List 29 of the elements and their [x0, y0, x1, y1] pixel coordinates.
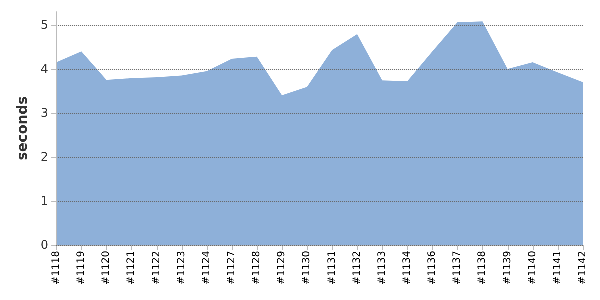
x-tick-label: #1133	[376, 251, 388, 285]
x-tick-label: #1118	[51, 251, 62, 285]
x-tick-label: #1142	[578, 251, 588, 285]
x-tick-label: #1136	[427, 251, 438, 285]
x-tick-label: #1129	[276, 251, 288, 285]
x-tick-label: #1120	[101, 251, 112, 285]
y-tick-label: 0	[40, 238, 49, 252]
y-tick-label: 3	[40, 106, 49, 120]
x-tick-label: #1140	[527, 251, 538, 285]
x-tick-label: #1141	[552, 251, 564, 285]
x-tick-label: #1127	[226, 251, 238, 285]
x-tick-label: #1132	[352, 251, 363, 285]
x-tick-label: #1131	[326, 251, 338, 285]
x-tick-label: #1134	[402, 251, 414, 285]
x-tick-label: #1137	[452, 251, 464, 285]
x-tick-label: #1139	[502, 251, 514, 285]
y-tick-label: 2	[40, 150, 49, 164]
x-tick-label: #1121	[126, 251, 138, 285]
y-tick-label: 1	[40, 194, 49, 208]
y-tick-label: 5	[40, 18, 49, 32]
x-tick-label: #1124	[201, 251, 212, 285]
x-tick-label: #1128	[252, 251, 263, 285]
x-tick-label: #1122	[151, 251, 162, 285]
x-tick-label: #1130	[302, 251, 313, 285]
y-tick-label: 4	[40, 62, 49, 76]
x-tick-label: #1119	[76, 251, 88, 285]
x-tick-label: #1138	[477, 251, 488, 285]
x-tick-label: #1123	[176, 251, 188, 285]
y-axis-title: seconds	[15, 96, 31, 161]
